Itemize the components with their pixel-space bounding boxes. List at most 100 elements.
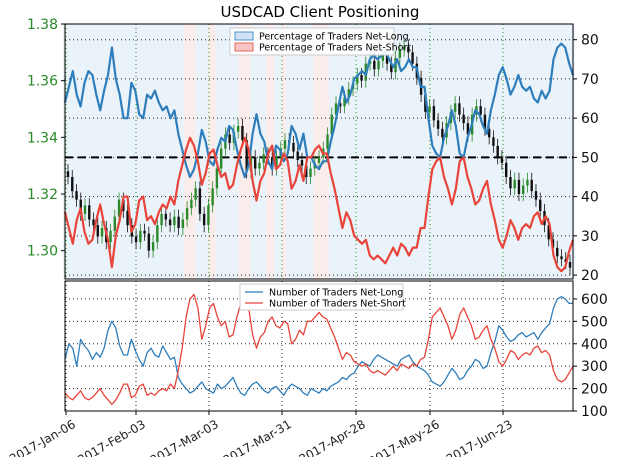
candle-body	[504, 162, 508, 177]
sentiment-band	[188, 24, 192, 279]
sentiment-band	[78, 24, 83, 279]
sentiment-band	[535, 24, 540, 279]
count-axis: 100 200 300 400 500 600	[573, 292, 608, 420]
sentiment-band	[547, 24, 552, 279]
candle-body	[198, 188, 202, 214]
sentiment-band	[70, 24, 75, 279]
candle-body	[126, 211, 129, 226]
candle-body	[190, 199, 193, 209]
top-legend-box	[229, 27, 395, 56]
sentiment-band	[102, 24, 106, 279]
count-tick-label: 400	[581, 337, 608, 353]
candle-body	[458, 103, 461, 115]
sentiment-band	[254, 24, 259, 279]
candle-body	[88, 205, 91, 220]
candle-body	[156, 225, 159, 243]
candle-body	[66, 171, 70, 177]
sentiment-band	[375, 24, 380, 279]
sentiment-band	[129, 24, 134, 279]
sentiment-band	[207, 24, 212, 279]
candle-body	[211, 188, 214, 206]
candle-body	[526, 179, 529, 186]
date-tick-label: 2017-Jun-23	[444, 417, 515, 457]
candle-body	[377, 60, 380, 70]
trader-count-panel: 100 200 300 400 500 600 2017-Jan-062017-Feb-0…	[7, 280, 608, 457]
candle-body	[441, 128, 444, 138]
candle-body	[347, 89, 350, 98]
candle-body	[207, 205, 210, 226]
sentiment-band	[492, 24, 497, 279]
candle-body	[177, 216, 180, 228]
top-panel-frame	[64, 23, 574, 280]
net-long-count-line	[64, 296, 573, 396]
candle-body	[296, 151, 299, 160]
candle-body	[100, 228, 104, 237]
sentiment-band	[543, 24, 548, 279]
count-tick-label: 300	[581, 359, 608, 375]
sentiment-band	[442, 24, 446, 279]
top-legend: Percentage of Traders Net-Long Percentag…	[229, 27, 411, 56]
sentiment-band	[567, 24, 571, 279]
sentiment-band	[555, 24, 560, 279]
percentage-tick-label: 80	[581, 33, 599, 49]
sentiment-band	[481, 24, 486, 279]
sentiment-band	[301, 24, 306, 279]
sentiment-band	[524, 24, 529, 279]
candle-body	[215, 168, 219, 189]
candle-body	[568, 262, 572, 268]
candle-body	[381, 55, 385, 61]
price-axis: 1.30 1.32 1.34 1.36 1.38	[27, 17, 65, 260]
price-tick-label: 1.34	[27, 130, 58, 146]
candle-body	[402, 46, 406, 50]
sentiment-band	[352, 24, 357, 279]
sentiment-band	[145, 24, 149, 279]
sentiment-band	[379, 24, 384, 279]
price-and-percentage-panel: 1.30 1.32 1.34 1.36 1.38 20 30 40 50 60 70 80 Perc…	[27, 17, 599, 284]
sentiment-band	[371, 24, 376, 279]
sentiment-band	[512, 24, 517, 279]
sentiment-band	[399, 24, 403, 279]
candle-body	[134, 236, 138, 243]
sentiment-band	[113, 24, 118, 279]
candle-body	[317, 157, 321, 163]
sentiment-band	[551, 24, 556, 279]
sentiment-band	[168, 24, 173, 279]
candle-body	[390, 63, 393, 73]
sentiment-band	[477, 24, 482, 279]
candle-body	[181, 219, 185, 228]
candle-body	[326, 134, 329, 149]
candle-body	[71, 177, 74, 192]
sentiment-band	[363, 24, 368, 279]
candle-body	[487, 128, 491, 138]
candle-body	[228, 134, 231, 143]
net-short-count-line	[64, 293, 574, 405]
candle-body	[122, 199, 125, 211]
sentiment-band	[137, 24, 142, 279]
chart-title: USDCAD Client Positioning	[221, 3, 420, 21]
percentage-tick-label: 70	[581, 72, 599, 88]
sentiment-band	[391, 24, 396, 279]
candle-body	[547, 225, 550, 240]
candle-body	[219, 148, 223, 169]
candle-body	[305, 165, 308, 177]
sentiment-band	[449, 24, 454, 279]
sentiment-band	[262, 24, 267, 279]
sentiment-band	[82, 24, 87, 279]
candle-body	[517, 179, 521, 194]
sentiment-band	[94, 24, 99, 279]
sentiment-band	[438, 24, 443, 279]
date-tick-label: 2017-Mar-03	[148, 417, 221, 457]
sentiment-band	[485, 24, 489, 279]
candle-body	[479, 106, 482, 115]
candle-body	[151, 242, 155, 251]
candle-body	[117, 199, 121, 217]
candle-body	[360, 75, 363, 81]
sentiment-band	[430, 24, 435, 279]
candle-body	[253, 157, 257, 169]
candle-body	[343, 97, 346, 107]
candle-body	[300, 160, 304, 166]
percentage-tick-label: 20	[581, 268, 599, 284]
net-long-percentage-line	[63, 42, 575, 179]
candle-body	[339, 103, 342, 107]
sentiment-band	[387, 24, 392, 279]
